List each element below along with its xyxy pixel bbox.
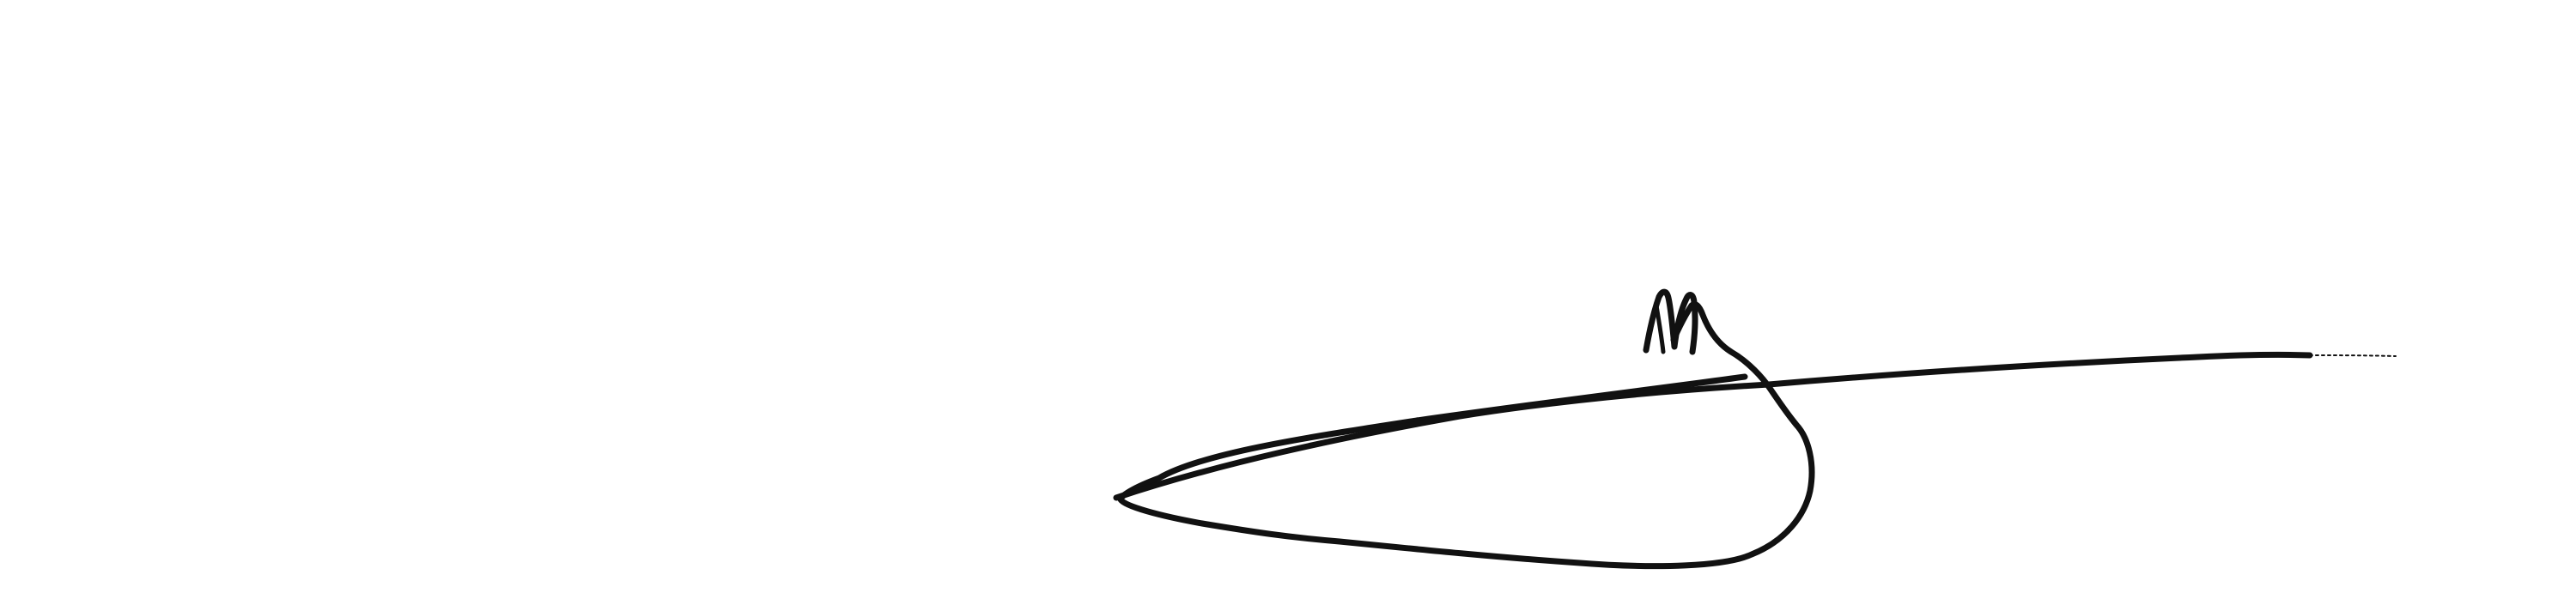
signature-loop-stroke <box>1117 301 1815 570</box>
signature-tail-fade <box>2309 354 2397 357</box>
signature-tail-stroke <box>1113 351 2313 501</box>
signature-initial-accent <box>1654 303 1666 354</box>
signature-initial-stroke <box>1643 288 1698 355</box>
